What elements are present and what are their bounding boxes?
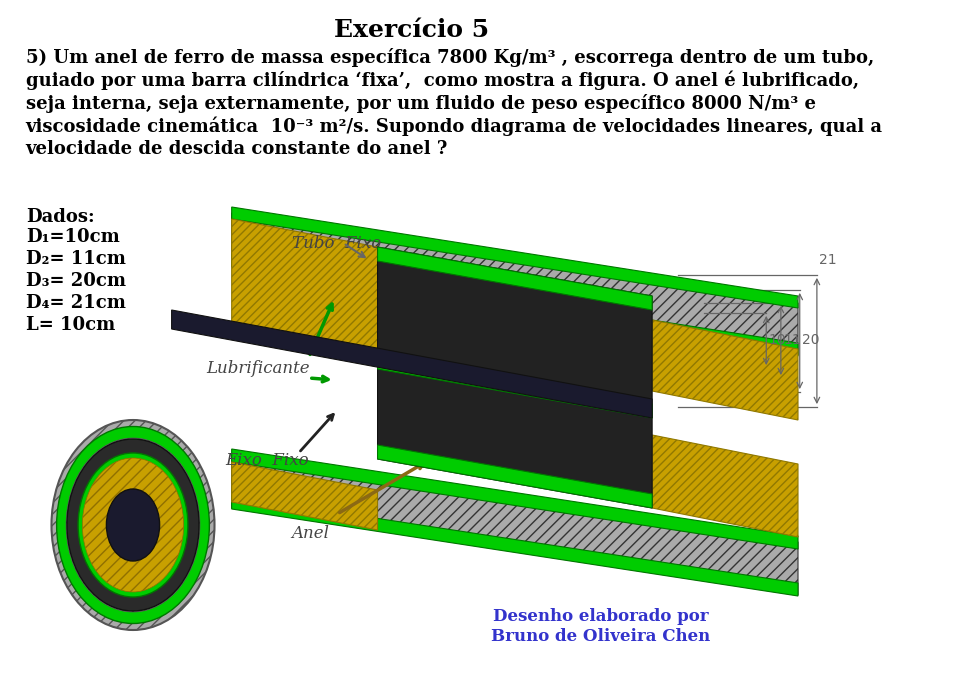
- Text: 20: 20: [803, 333, 820, 347]
- Text: Eixo  Fixo: Eixo Fixo: [226, 452, 309, 469]
- Ellipse shape: [52, 420, 214, 630]
- Text: D₃= 20cm: D₃= 20cm: [26, 272, 126, 290]
- Text: Lubrificante: Lubrificante: [206, 360, 309, 377]
- Polygon shape: [231, 254, 798, 356]
- Polygon shape: [652, 435, 798, 537]
- Text: 11: 11: [783, 333, 802, 347]
- Polygon shape: [231, 213, 798, 355]
- Text: guiado por uma barra cilíndrica ‘fixa’,  como mostra a figura. O anel é lubrific: guiado por uma barra cilíndrica ‘fixa’, …: [26, 71, 859, 91]
- Text: viscosidade cinemática  10⁻³ m²/s. Supondo diagrama de velocidades lineares, qua: viscosidade cinemática 10⁻³ m²/s. Supond…: [26, 117, 883, 137]
- Text: D₁=10cm: D₁=10cm: [26, 228, 119, 246]
- Text: 10: 10: [769, 333, 786, 347]
- Ellipse shape: [57, 427, 209, 623]
- Polygon shape: [377, 355, 652, 418]
- Text: Tubo  Fixo: Tubo Fixo: [292, 235, 381, 252]
- Ellipse shape: [78, 453, 188, 597]
- Ellipse shape: [66, 438, 200, 612]
- Text: D₂= 11cm: D₂= 11cm: [26, 250, 126, 268]
- Polygon shape: [231, 449, 798, 549]
- Text: Anel: Anel: [292, 525, 329, 542]
- Polygon shape: [231, 462, 377, 530]
- Text: Exercício 5: Exercício 5: [334, 18, 490, 42]
- Text: velocidade de descida constante do anel ?: velocidade de descida constante do anel …: [26, 140, 448, 158]
- Text: L= 10cm: L= 10cm: [26, 316, 115, 334]
- Polygon shape: [231, 207, 798, 308]
- Polygon shape: [377, 247, 652, 310]
- Text: seja interna, seja externamente, por um fluido de peso específico 8000 N/m³ e: seja interna, seja externamente, por um …: [26, 94, 816, 113]
- Polygon shape: [377, 445, 652, 508]
- Polygon shape: [377, 247, 652, 508]
- Polygon shape: [231, 496, 798, 596]
- Text: 21: 21: [820, 253, 837, 267]
- Polygon shape: [172, 310, 652, 418]
- Text: 5) Um anel de ferro de massa específica 7800 Kg/m³ , escorrega dentro de um tubo: 5) Um anel de ferro de massa específica …: [26, 48, 874, 67]
- Text: Desenho elaborado por
Bruno de Oliveira Chen: Desenho elaborado por Bruno de Oliveira …: [491, 608, 710, 645]
- Text: Dados:: Dados:: [26, 208, 94, 226]
- Polygon shape: [231, 219, 377, 360]
- Ellipse shape: [83, 458, 183, 592]
- Ellipse shape: [67, 439, 199, 611]
- Text: D₄= 21cm: D₄= 21cm: [26, 294, 126, 312]
- Polygon shape: [231, 455, 798, 595]
- Polygon shape: [652, 320, 798, 420]
- Ellipse shape: [107, 489, 159, 561]
